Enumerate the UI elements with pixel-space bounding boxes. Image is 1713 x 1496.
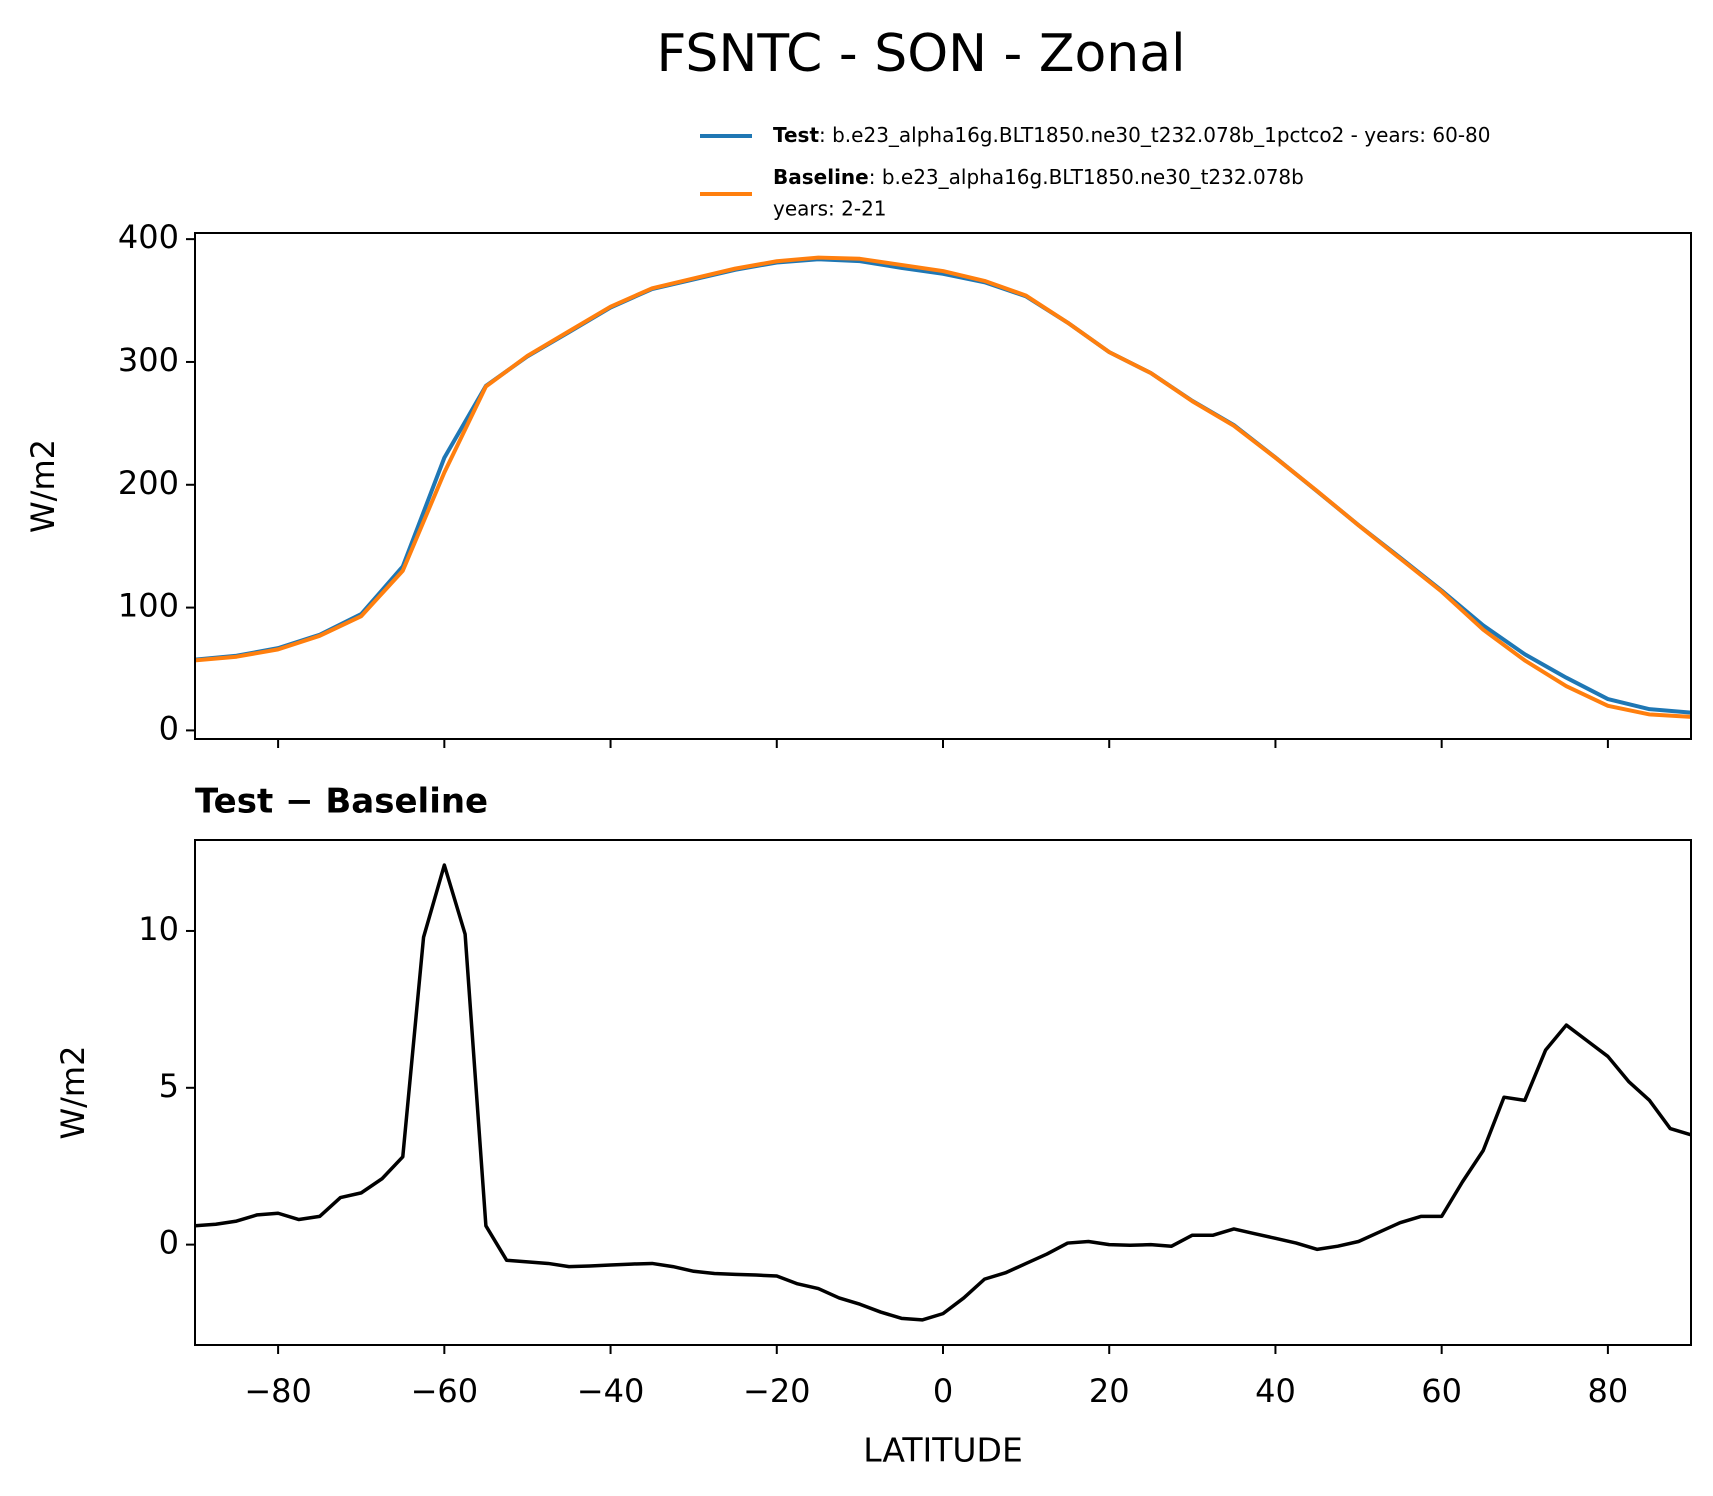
x-tick-label: 20 <box>1089 1372 1130 1410</box>
y-tick-label: 300 <box>118 341 179 379</box>
legend-name: Baseline <box>773 165 869 189</box>
y-tick-label: 0 <box>159 709 179 747</box>
y-tick-label: 100 <box>118 587 179 625</box>
x-tick-label: 80 <box>1588 1372 1629 1410</box>
y-tick-label: 10 <box>138 910 179 948</box>
x-tick-label: −40 <box>577 1372 645 1410</box>
legend-label: Baseline: b.e23_alpha16g.BLT1850.ne30_t2… <box>773 165 1304 189</box>
axes-frame <box>194 232 1692 740</box>
x-tick-label: −60 <box>411 1372 479 1410</box>
axes-frame <box>194 839 1692 1346</box>
y-tick-label: 400 <box>118 218 179 256</box>
legend-description: : b.e23_alpha16g.BLT1850.ne30_t232.078b <box>869 165 1304 189</box>
y-tick-label: 200 <box>118 464 179 502</box>
legend-name: Test <box>773 123 819 147</box>
data-line <box>195 255 1691 719</box>
legend-label: Test: b.e23_alpha16g.BLT1850.ne30_t232.0… <box>773 123 1491 147</box>
x-tick-label: 40 <box>1255 1372 1296 1410</box>
x-tick-label: −20 <box>743 1372 811 1410</box>
y-axis-label: W/m2 <box>24 439 62 533</box>
legend-label: years: 2-21 <box>773 197 887 221</box>
x-tick-label: 0 <box>933 1372 953 1410</box>
legend-description: : b.e23_alpha16g.BLT1850.ne30_t232.078b_… <box>819 123 1491 147</box>
chart-title: FSNTC - SON - Zonal <box>656 24 1185 84</box>
y-tick-label: 5 <box>159 1067 179 1105</box>
x-axis-label: LATITUDE <box>863 1431 1023 1470</box>
x-tick-label: 60 <box>1421 1372 1462 1410</box>
data-line <box>195 863 1691 1322</box>
y-axis-label: W/m2 <box>54 1046 92 1140</box>
y-tick-label: 0 <box>159 1224 179 1262</box>
x-tick-label: −80 <box>244 1372 312 1410</box>
subplot-title: Test − Baseline <box>195 782 488 822</box>
